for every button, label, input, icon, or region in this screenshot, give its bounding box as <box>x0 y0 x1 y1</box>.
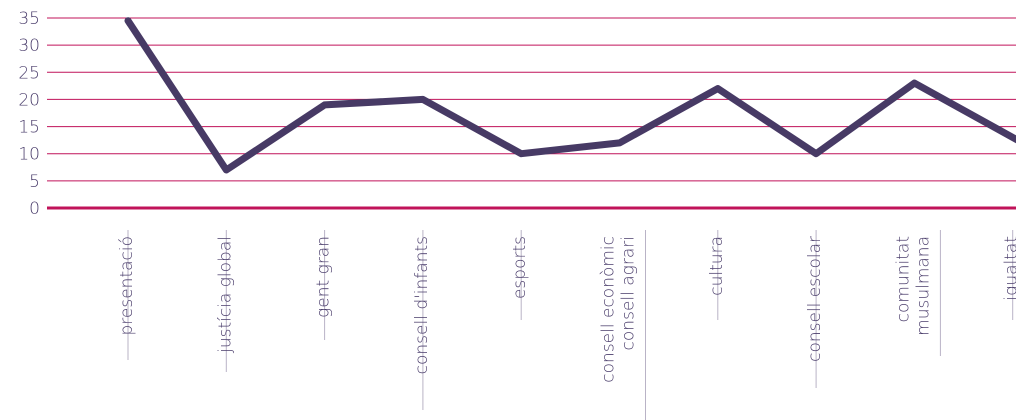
x-tick-label: cultura <box>707 236 727 296</box>
y-tick-label: 35 <box>18 9 40 29</box>
x-tick-label: justícia global <box>215 236 235 354</box>
y-tick-label: 30 <box>18 36 40 56</box>
y-tick-label: 5 <box>29 172 40 192</box>
series-line <box>124 17 1016 174</box>
y-axis-ticks: 0 5 10 15 20 25 30 35 <box>18 9 40 219</box>
x-tick-label: esports <box>510 236 530 299</box>
y-tick-label: 10 <box>18 145 40 165</box>
x-tick-label: presentació <box>117 236 137 336</box>
x-category-separators <box>127 230 1014 420</box>
y-tick-label: 20 <box>18 90 40 110</box>
y-tick-label: 25 <box>18 63 40 83</box>
x-tick-label: comunitat <box>893 236 913 322</box>
x-tick-label: consell agrari <box>619 236 639 350</box>
gridlines <box>47 17 1016 210</box>
x-tick-label: igualtat <box>1002 236 1016 301</box>
x-tick-label: musulmana <box>913 236 933 336</box>
y-tick-label: 15 <box>18 118 40 138</box>
series-group <box>124 17 1016 174</box>
x-tick-label: consell escolar <box>805 236 825 362</box>
x-axis-ticks: presentació justícia global gent gran conse… <box>117 236 1016 383</box>
y-tick-label: 0 <box>29 199 40 219</box>
x-tick-label: gent gran <box>314 236 334 318</box>
x-tick-label: consell d'infants <box>412 236 432 374</box>
x-tick-label: consell econòmic <box>599 236 619 383</box>
